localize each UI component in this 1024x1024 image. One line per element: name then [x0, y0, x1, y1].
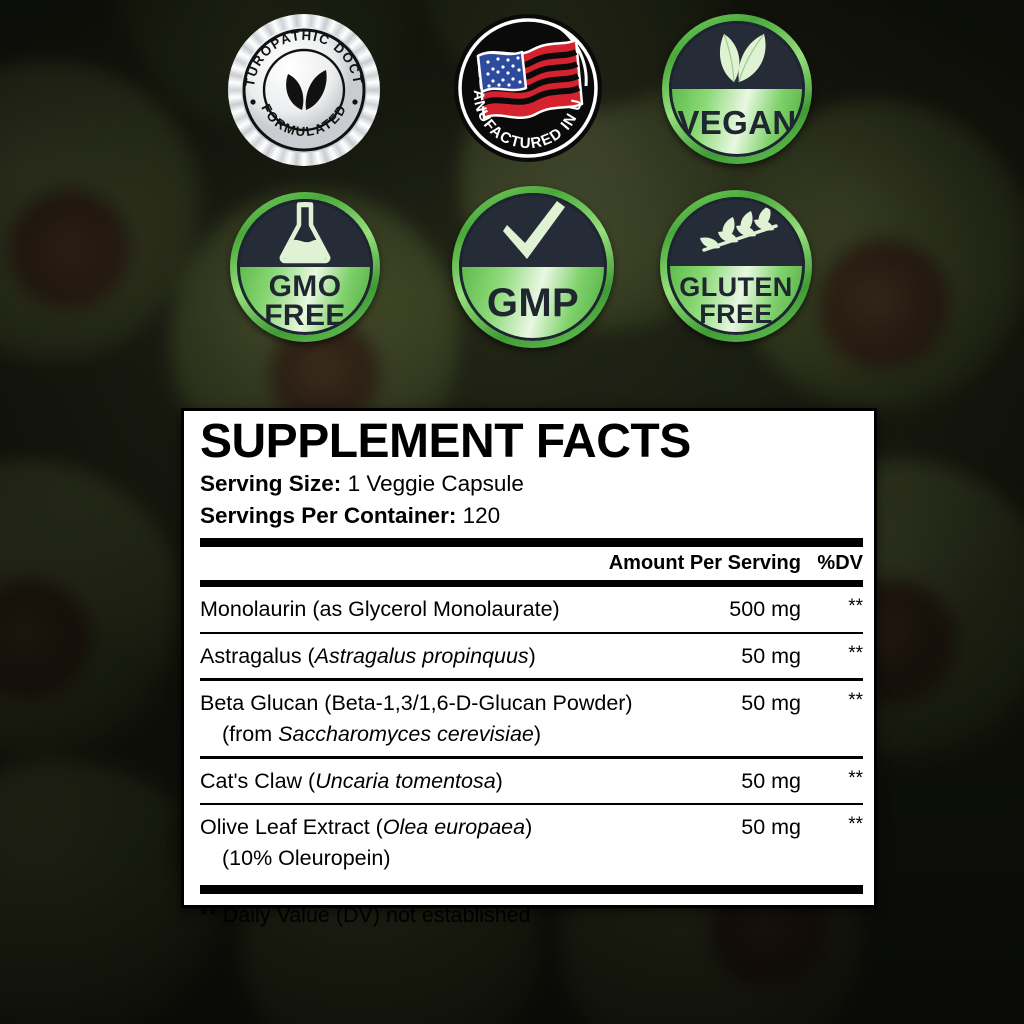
row-divider	[200, 802, 863, 806]
ingredient-dv: **	[848, 643, 863, 664]
usa-badge-artwork: MANUFACTURED IN USA	[452, 12, 602, 162]
badge-inner: GLUTEN FREE	[667, 197, 805, 335]
badge-label-line2: FREE	[264, 299, 346, 332]
badge-label-line1: GLUTEN	[679, 272, 793, 303]
badge-gluten-free: GLUTEN FREE	[660, 190, 812, 342]
badge-label: GMO FREE	[237, 267, 373, 335]
badge-vegan: VEGAN	[662, 14, 812, 164]
leaf-pair-icon	[286, 70, 327, 110]
badge-inner: GMO FREE	[237, 199, 373, 335]
ingredient-subtext: (from Saccharomyces cerevisiae)	[222, 721, 542, 746]
ingredient-amount: 50 mg	[741, 690, 801, 715]
ingredient-name: Astragalus (Astragalus propinquus)	[200, 644, 536, 668]
ingredient-name: Monolaurin (as Glycerol Monolaurate)	[200, 597, 560, 622]
servings-per-container-label: Servings Per Container:	[200, 502, 457, 528]
serving-size-line: Serving Size: 1 Veggie Capsule	[200, 469, 863, 499]
badge-gmo-free: GMO FREE	[230, 192, 380, 342]
ingredient-amount: 50 mg	[741, 644, 801, 668]
badge-label: VEGAN	[669, 89, 805, 157]
table-row: Beta Glucan (Beta-1,3/1,6-D-Glucan Powde…	[200, 681, 863, 756]
badge-gmp: GMP	[452, 186, 614, 348]
serving-size-value: 1 Veggie Capsule	[347, 470, 524, 496]
badge-label: GLUTEN FREE	[667, 266, 805, 335]
flask-icon	[237, 199, 373, 267]
seal-artwork: NATUROPATHIC DOCTOR FORMULATED	[228, 14, 367, 153]
footnote: ** Daily Value (DV) not established	[200, 902, 531, 927]
table-row: Cat's Claw (Uncaria tomentosa) 50 mg **	[200, 759, 863, 803]
row-divider	[200, 631, 863, 634]
usa-flag-icon	[476, 38, 584, 120]
checkmark-icon	[459, 193, 607, 267]
ingredient-subtext: (10% Oleuropein)	[222, 846, 391, 871]
badge-label-line1: GMO	[268, 269, 342, 303]
row-divider	[200, 756, 863, 759]
row-divider	[200, 678, 863, 681]
servings-per-container-value: 120	[462, 502, 501, 528]
rule-thick-top	[200, 538, 863, 548]
table-header-row: Amount Per Serving %DV	[200, 547, 863, 580]
panel-title: SUPPLEMENT FACTS	[200, 415, 691, 468]
column-header-amount: Amount Per Serving	[608, 552, 801, 575]
table-row: Monolaurin (as Glycerol Monolaurate) 500…	[200, 587, 863, 631]
ingredient-dv: **	[848, 814, 863, 836]
ingredient-amount: 50 mg	[741, 768, 801, 793]
supplement-facts-panel: SUPPLEMENT FACTS Serving Size: 1 Veggie …	[181, 408, 877, 927]
ingredient-name: Olive Leaf Extract (Olea europaea)	[200, 815, 533, 840]
certification-badges: NATUROPATHIC DOCTOR FORMULATED	[0, 0, 1024, 360]
servings-per-container-line: Servings Per Container: 120	[200, 501, 863, 531]
badge-inner: VEGAN	[669, 21, 805, 157]
ingredient-dv: **	[848, 767, 863, 789]
badge-label-line1: GMP	[486, 281, 580, 326]
ingredient-name: Cat's Claw (Uncaria tomentosa)	[200, 768, 503, 793]
ingredient-dv: **	[848, 596, 863, 618]
badge-manufactured-in-usa: MANUFACTURED IN USA	[452, 12, 604, 164]
badge-label: GMP	[459, 267, 607, 341]
ingredient-amount: 500 mg	[729, 597, 801, 622]
column-header-dv: %DV	[817, 552, 863, 575]
rule-thick-bottom	[200, 884, 863, 894]
ingredient-amount: 50 mg	[741, 815, 801, 840]
table-row: Olive Leaf Extract (Olea europaea) (10% …	[200, 805, 863, 880]
badge-label-line1: VEGAN	[677, 103, 797, 141]
table-row: Astragalus (Astragalus propinquus) 50 mg…	[200, 634, 863, 678]
ingredient-name: Beta Glucan (Beta-1,3/1,6-D-Glucan Powde…	[200, 690, 633, 715]
wheat-icon	[667, 197, 805, 266]
badge-inner: GMP	[459, 193, 607, 341]
serving-size-label: Serving Size:	[200, 470, 342, 496]
badge-label-line2: FREE	[699, 298, 773, 329]
ingredient-dv: **	[848, 689, 863, 711]
badge-naturopathic-doctor-formulated: NATUROPATHIC DOCTOR FORMULATED	[228, 14, 380, 166]
rule-thick-under-header	[200, 580, 863, 588]
leaf-pair-icon	[669, 21, 805, 89]
